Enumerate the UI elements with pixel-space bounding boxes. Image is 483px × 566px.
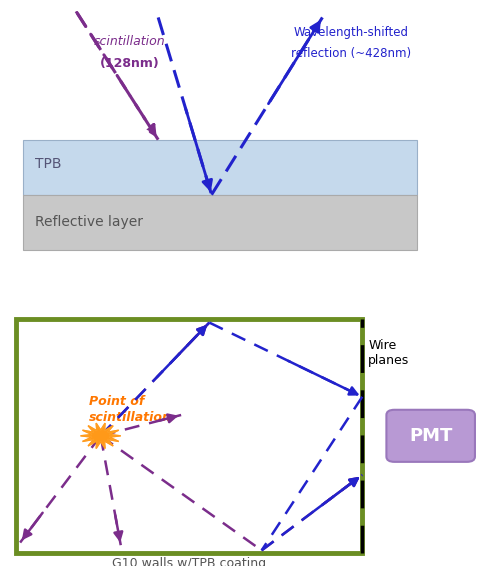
Text: scintillation: scintillation	[88, 411, 171, 424]
Bar	[23, 195, 417, 250]
Polygon shape	[81, 423, 121, 448]
Text: G10 walls w/TPB coating: G10 walls w/TPB coating	[112, 557, 266, 566]
FancyBboxPatch shape	[386, 410, 475, 462]
Bar	[16, 319, 362, 553]
Text: reflection (~428nm): reflection (~428nm)	[291, 47, 411, 60]
Text: Point of: Point of	[88, 396, 144, 409]
Text: (128nm): (128nm)	[99, 57, 159, 70]
Text: Reflective layer: Reflective layer	[35, 215, 143, 229]
Text: TPB: TPB	[35, 157, 61, 171]
Text: Wire
planes: Wire planes	[369, 338, 410, 367]
Text: scintillation: scintillation	[94, 36, 165, 48]
Text: PMT: PMT	[409, 427, 453, 445]
Polygon shape	[81, 423, 121, 448]
Text: Wavelength-shifted: Wavelength-shifted	[294, 26, 409, 39]
Bar	[23, 140, 417, 195]
